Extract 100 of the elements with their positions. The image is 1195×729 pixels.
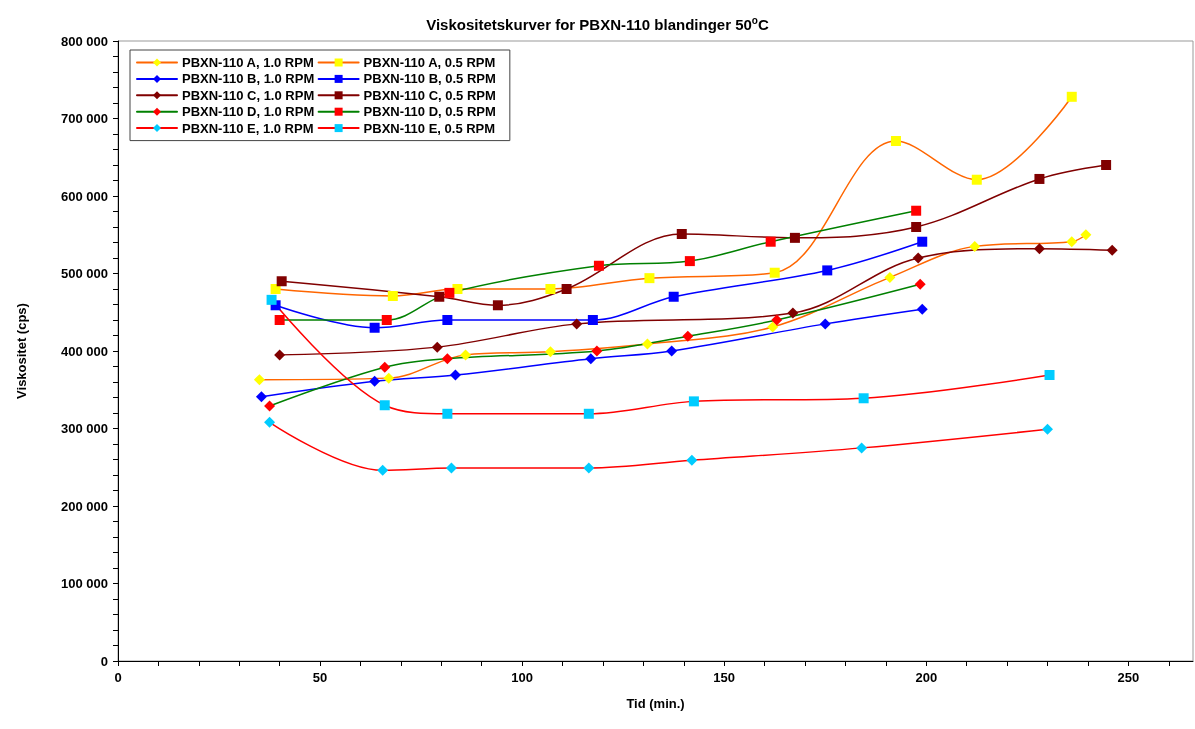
point (544, 346, 556, 358)
point (686, 454, 698, 466)
x-axis-title: Tid (min.) (626, 696, 685, 711)
legend-label: PBXN-110 D, 1.0 RPM (182, 104, 315, 120)
point (912, 252, 924, 264)
y-tick-label: 600 000 (61, 188, 108, 204)
point (387, 290, 398, 301)
legend-label: PBXN-110 A, 1.0 RPM (182, 55, 314, 70)
point (369, 375, 381, 387)
legend-label: PBXN-110 B, 0.5 RPM (363, 71, 496, 87)
point (383, 372, 395, 384)
point (911, 222, 922, 232)
point (787, 307, 799, 319)
point (449, 369, 461, 381)
point (379, 400, 390, 411)
point (916, 303, 928, 315)
point (591, 345, 603, 357)
point (255, 391, 267, 403)
point (688, 396, 699, 407)
point (593, 260, 604, 271)
point (884, 271, 896, 283)
point (969, 240, 981, 252)
point (856, 442, 868, 454)
point (1080, 229, 1092, 241)
point (789, 232, 800, 243)
point (765, 236, 776, 247)
point (441, 353, 453, 365)
point (264, 416, 276, 428)
point (442, 315, 453, 325)
point (1066, 236, 1078, 248)
point (1044, 370, 1055, 381)
legend-label: PBXN-110 C, 1.0 RPM (182, 87, 315, 103)
point (270, 284, 281, 294)
legend-label: PBXN-110 D, 0.5 RPM (363, 104, 496, 120)
point (676, 228, 687, 239)
point (445, 462, 457, 474)
point (1042, 423, 1054, 435)
point (1101, 160, 1112, 170)
point (264, 400, 276, 412)
legend-label: PBXN-110 A, 0.5 RPM (363, 55, 496, 70)
x-tick-label: 250 (1117, 670, 1140, 685)
point (379, 361, 391, 373)
point (971, 174, 982, 185)
point (583, 462, 595, 474)
point (819, 318, 831, 330)
point (492, 300, 503, 311)
point (444, 287, 455, 298)
point (434, 291, 445, 302)
x-tick-label: 200 (915, 670, 938, 685)
legend-label: PBXN-110 E, 0.5 RPM (363, 120, 496, 136)
point (253, 374, 265, 386)
point (822, 265, 833, 276)
y-tick-label: 800 000 (61, 33, 108, 49)
point (1066, 91, 1077, 102)
y-axis-title: Viskositet (cps) (14, 303, 29, 399)
point (641, 338, 653, 350)
point (369, 322, 380, 333)
x-tick-label: 150 (713, 670, 736, 685)
point (545, 284, 556, 294)
point (431, 341, 443, 353)
y-tick-label: 100 000 (61, 576, 108, 591)
point (585, 353, 597, 365)
legend-label: PBXN-110 C, 0.5 RPM (363, 87, 496, 103)
y-tick-label: 400 000 (61, 343, 108, 359)
point (276, 276, 287, 287)
point (917, 236, 928, 247)
point (890, 135, 901, 146)
point (682, 330, 694, 342)
y-tick-label: 300 000 (61, 421, 108, 436)
point (684, 256, 695, 267)
point (767, 321, 779, 333)
y-tick-label: 200 000 (61, 498, 108, 514)
y-tick-label: 0 (100, 653, 108, 669)
point (274, 349, 286, 361)
point (858, 393, 869, 404)
point (914, 278, 926, 290)
point (1106, 244, 1118, 256)
x-tick-label: 50 (312, 670, 328, 685)
point (266, 294, 277, 305)
point (911, 205, 922, 216)
point (644, 273, 655, 284)
point (274, 315, 285, 325)
point (561, 284, 572, 294)
point (769, 267, 780, 278)
legend-label: PBXN-110 E, 1.0 RPM (182, 120, 314, 136)
point (666, 345, 678, 357)
point (583, 408, 594, 419)
point (571, 318, 583, 330)
point (377, 464, 389, 476)
point (587, 315, 598, 325)
x-tick-label: 100 (511, 670, 533, 685)
y-tick-label: 700 000 (61, 111, 108, 126)
point (442, 408, 453, 419)
point (1034, 173, 1045, 184)
y-tick-label: 500 000 (61, 266, 108, 281)
point (668, 291, 679, 302)
point (460, 349, 472, 361)
point (381, 315, 392, 325)
x-tick-label: 0 (114, 670, 122, 685)
point (1033, 243, 1045, 255)
